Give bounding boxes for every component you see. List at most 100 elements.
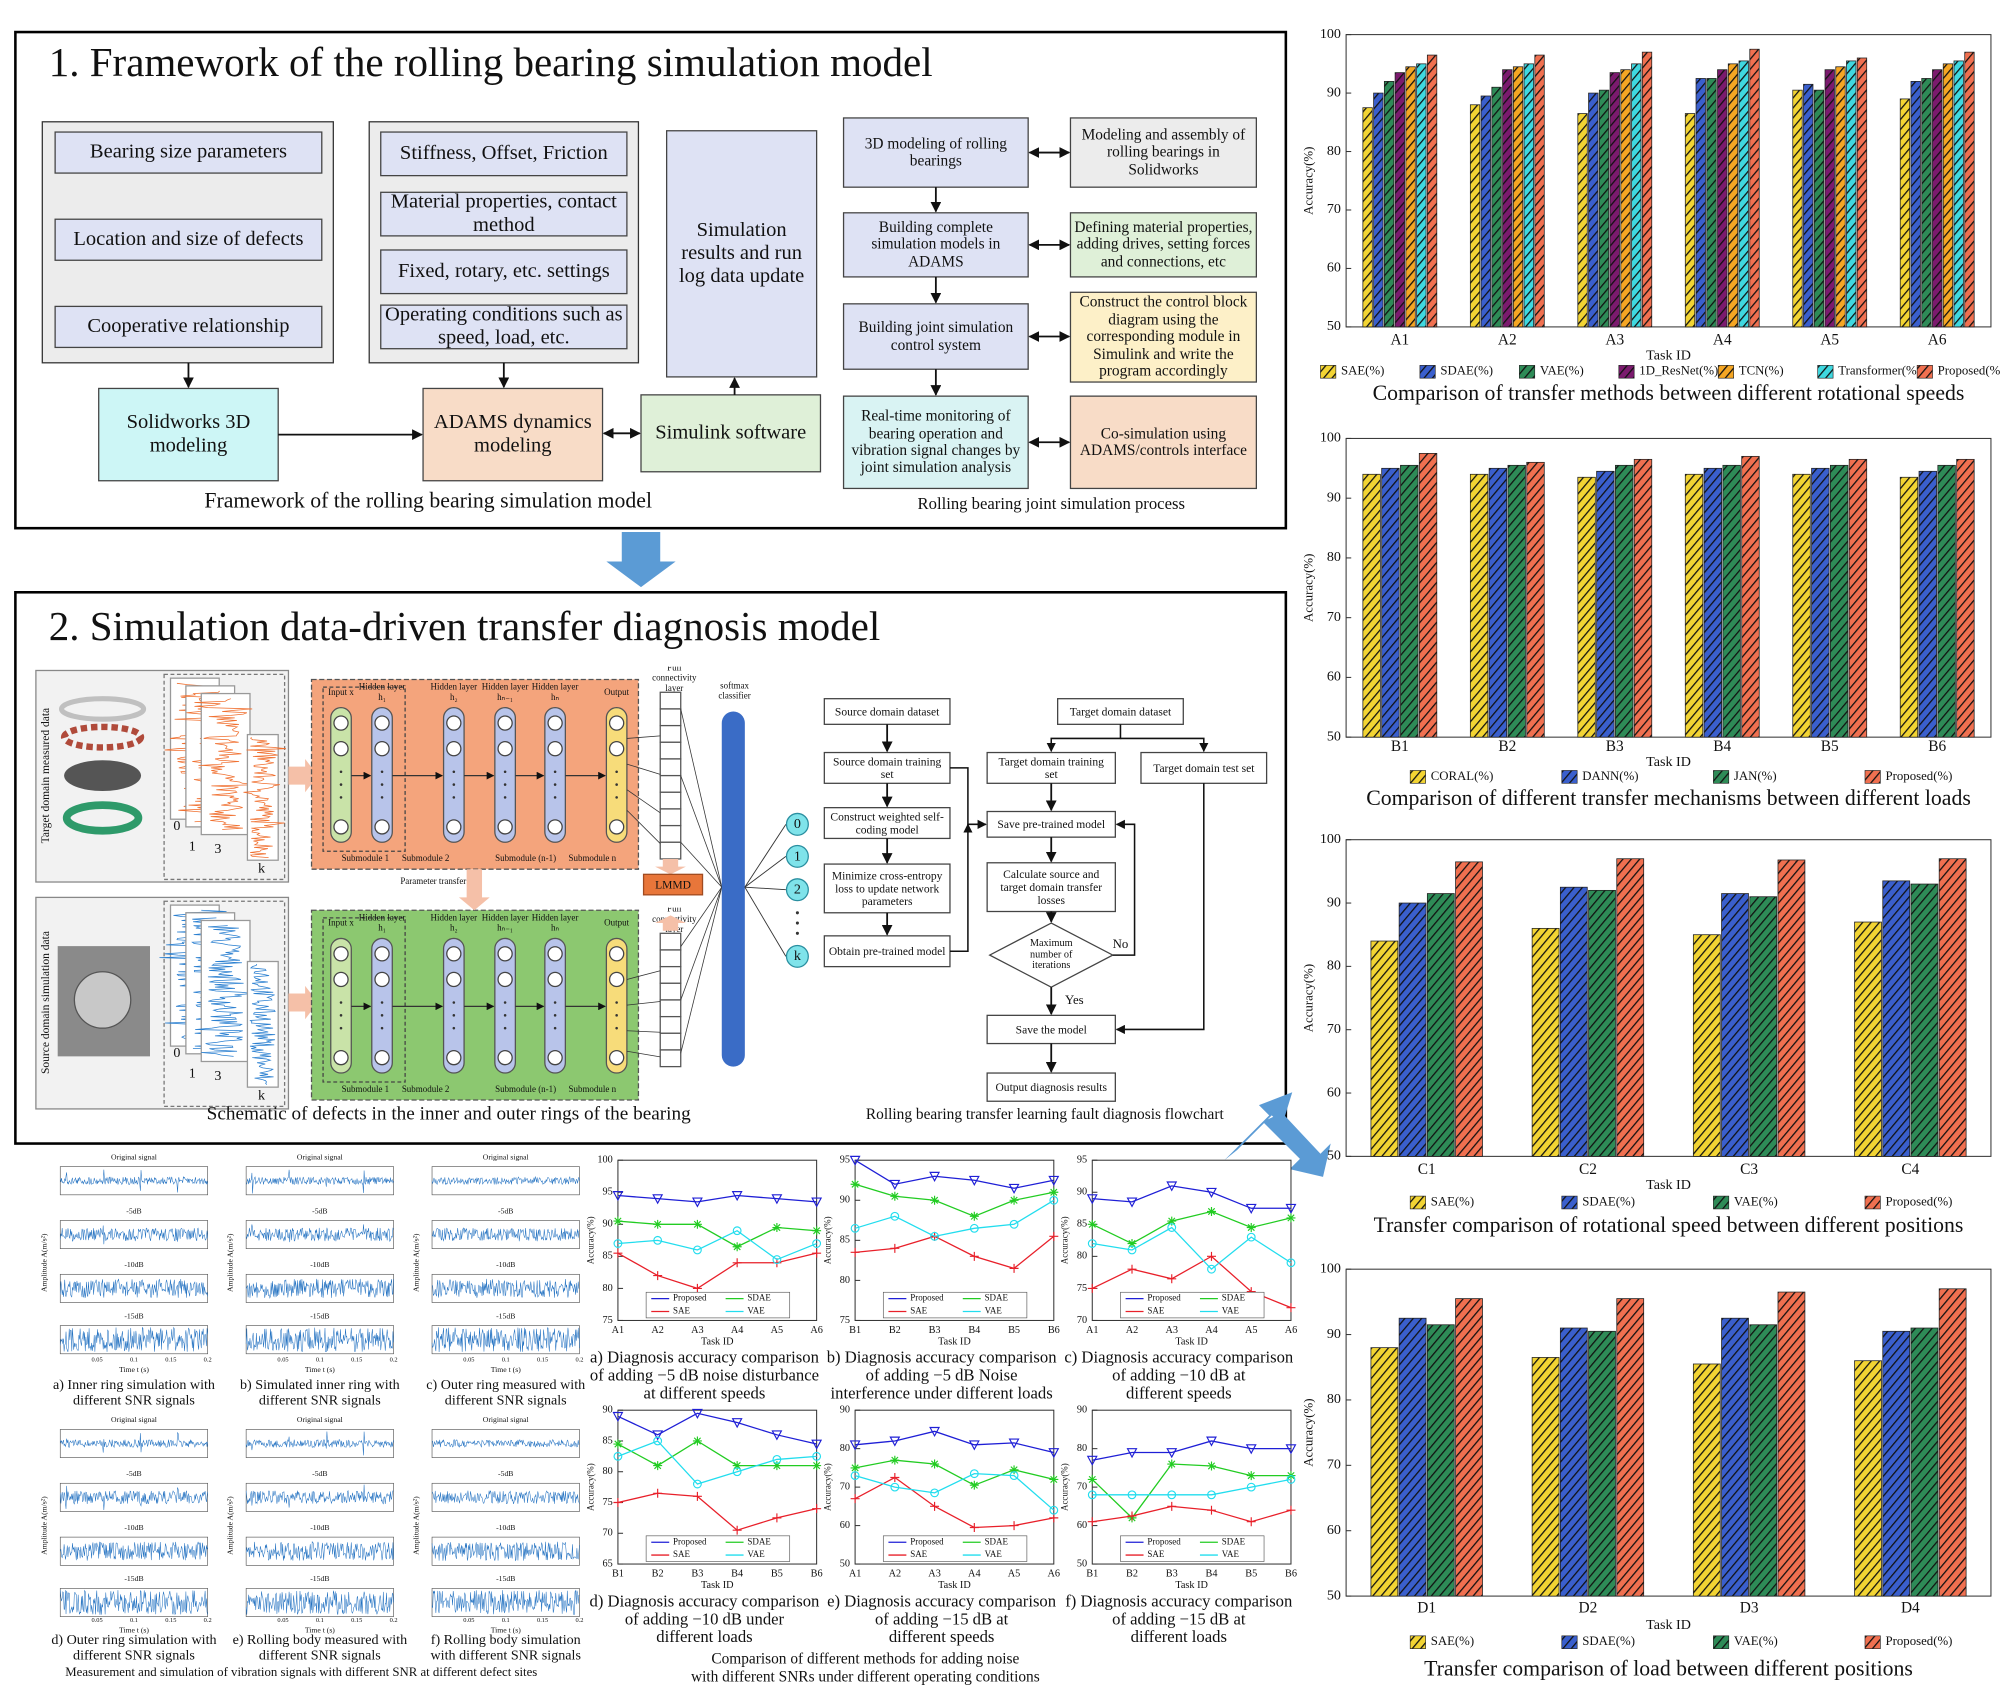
marker <box>890 1191 900 1201</box>
legend-swatch <box>1864 1635 1881 1649</box>
legend-label: CORAL(%) <box>1431 769 1494 783</box>
neuron <box>608 715 625 731</box>
caption: different SNR signals <box>73 1392 195 1408</box>
marker <box>1286 1258 1296 1268</box>
input-arrow <box>288 758 318 793</box>
marker <box>1126 1448 1138 1459</box>
y-tick-label: 90 <box>840 1195 850 1206</box>
axis-label: Amplitude A(m/s²) <box>226 1233 235 1292</box>
x-tick-label: B4 <box>1713 738 1731 755</box>
waveform <box>431 1327 580 1353</box>
sample-label: k <box>258 860 266 876</box>
neuron <box>446 715 462 731</box>
submodule-frame <box>322 917 406 1083</box>
network-area <box>310 909 640 1101</box>
marker <box>1087 1490 1097 1500</box>
marker <box>771 1194 783 1205</box>
legend-swatch <box>1561 770 1578 784</box>
neuron <box>333 740 349 757</box>
marker <box>653 1271 663 1281</box>
process-step: Real-time monitoring of bearing operatio… <box>851 406 1021 477</box>
legend-label: TCN(%) <box>1739 364 1784 378</box>
time-tick: 0.05 <box>463 1617 474 1624</box>
x-tick-label: A6 <box>1928 332 1947 349</box>
marker <box>772 1461 782 1471</box>
marker <box>1286 1303 1296 1313</box>
x-tick-label: B6 <box>811 1569 823 1580</box>
marker <box>1008 1183 1020 1194</box>
layer-label-area: Output <box>604 687 630 698</box>
legend-label: SAE <box>910 1306 927 1316</box>
legend-label: SDAE <box>747 1293 771 1303</box>
marker <box>889 1436 901 1447</box>
neuron <box>374 971 390 988</box>
y-tick-label: 70 <box>1327 1457 1341 1473</box>
marker <box>930 1459 940 1469</box>
marker <box>1246 1482 1256 1492</box>
x-tick-label: B5 <box>771 1569 783 1580</box>
y-tick-label: 80 <box>603 1466 613 1477</box>
transfer-arrow <box>458 869 490 911</box>
legend-label: VAE <box>747 1306 765 1316</box>
bar <box>1491 86 1502 328</box>
marker <box>1127 1490 1137 1500</box>
neuron <box>374 819 390 835</box>
signal-label: -15dB <box>124 1311 143 1320</box>
bar <box>1609 72 1620 328</box>
y-tick-label: 70 <box>1077 1315 1087 1326</box>
neuron-dots <box>339 1026 343 1030</box>
class-link <box>744 824 787 888</box>
bar <box>1598 89 1610 328</box>
flow-decision-label: Maximum number of iterations <box>1029 936 1073 972</box>
time-tick: 0.1 <box>130 1357 138 1364</box>
x-tick-label: A5 <box>1820 332 1839 349</box>
series-line <box>617 1440 817 1485</box>
marker <box>1286 1475 1296 1484</box>
class-node <box>785 812 809 836</box>
x-tick-label: A1 <box>612 1325 625 1336</box>
fc-cell <box>659 691 682 710</box>
setting-box-frame <box>380 249 628 295</box>
axis-label: Task ID <box>938 1337 971 1348</box>
plot-frame <box>1345 34 1992 328</box>
axis-label: Accuracy(%) <box>1060 1216 1070 1264</box>
neuron-dots <box>339 1001 343 1004</box>
time-tick: 0.15 <box>537 1617 548 1624</box>
caption: b) Simulated inner ring with <box>240 1377 400 1393</box>
marker <box>1086 1455 1098 1466</box>
flow-decision-label-area: Maximum number of iterations <box>1029 936 1073 972</box>
process-tool: Co-simulation using ADAMS/controls inter… <box>1079 423 1247 459</box>
process-step-frame <box>842 117 1029 188</box>
signal-label: Original signal <box>111 1152 157 1161</box>
x-tick-label: A1 <box>1086 1325 1099 1336</box>
neuron <box>547 740 563 757</box>
marker <box>653 1488 663 1498</box>
marker <box>812 1461 822 1471</box>
layer-label-area: Hidden layer hₙ₋₁ <box>482 913 529 933</box>
setting-box-area: Operating conditions such as speed, load… <box>385 305 623 349</box>
legend-swatch <box>1618 365 1635 379</box>
legend-frame <box>1120 1535 1265 1562</box>
signal-frame <box>245 1588 394 1617</box>
x-tick-label: B2 <box>652 1569 664 1580</box>
process-tool-area: Construct the control block diagram usin… <box>1079 293 1247 379</box>
bar <box>1803 83 1814 328</box>
layer-label-area: Input x <box>328 918 354 928</box>
caption: different loads <box>656 1627 752 1646</box>
marker <box>811 1439 823 1450</box>
legend-label: VAE <box>747 1549 765 1559</box>
marker <box>613 1498 623 1507</box>
y-tick-label: 70 <box>1327 1021 1341 1037</box>
axis-label: Amplitude A(m/s²) <box>226 1496 235 1555</box>
marker <box>1167 1459 1177 1469</box>
x-tick-label: C2 <box>1579 1161 1597 1178</box>
bar <box>1588 92 1599 328</box>
bar <box>1620 69 1631 328</box>
y-tick-label: 60 <box>1077 1520 1087 1531</box>
y-tick-label: 95 <box>1077 1155 1087 1166</box>
layer-label: Output <box>604 687 630 698</box>
caption: of adding −5 dB Noise <box>866 1366 1018 1385</box>
x-tick-label: B6 <box>1285 1569 1297 1580</box>
caption: f) Diagnosis accuracy comparison <box>1065 1591 1293 1610</box>
bar <box>1703 467 1723 738</box>
